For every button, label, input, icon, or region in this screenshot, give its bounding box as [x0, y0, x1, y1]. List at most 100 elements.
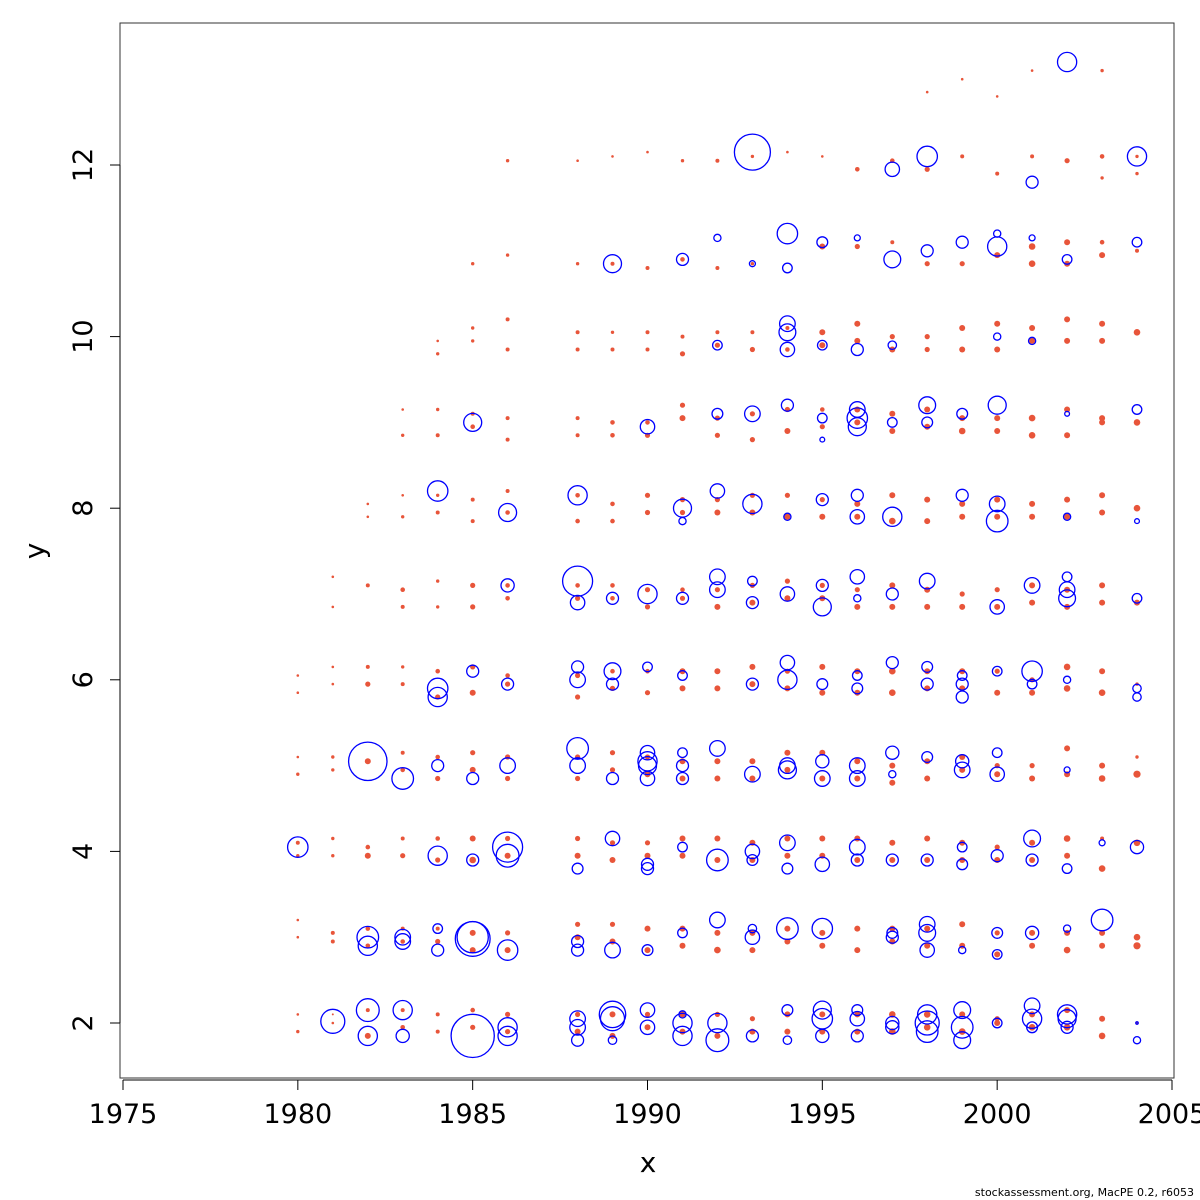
red-bubble-point	[1099, 492, 1106, 499]
blue-circle-point	[957, 945, 967, 955]
red-bubble-point	[854, 925, 861, 932]
blue-circle-point	[709, 483, 726, 499]
red-bubble-point	[574, 852, 581, 859]
red-bubble-point	[994, 1020, 1001, 1026]
blue-circle-point	[955, 677, 969, 691]
red-bubble-point	[1099, 154, 1105, 159]
red-bubble-point	[1030, 69, 1034, 72]
red-bubble-point	[889, 667, 896, 675]
red-bubble-point	[575, 518, 580, 524]
red-bubble-point	[784, 492, 791, 498]
red-bubble-point	[1029, 325, 1036, 331]
blue-circle-point	[955, 690, 969, 704]
red-bubble-point	[994, 951, 1001, 958]
red-bubble-point	[854, 835, 861, 842]
red-bubble-point	[400, 853, 406, 859]
blue-circle-point	[639, 744, 656, 761]
blue-circle-point	[915, 1020, 939, 1044]
blue-circle-point	[987, 395, 1007, 415]
red-bubble-point	[819, 1011, 826, 1018]
red-bubble-point	[854, 419, 861, 426]
red-bubble-point	[575, 433, 580, 438]
blue-circle-point	[569, 757, 587, 775]
blue-circle-point	[921, 750, 934, 764]
red-bubble-point	[854, 500, 861, 507]
red-bubble-point	[785, 326, 790, 330]
red-bubble-point	[331, 575, 335, 579]
blue-circle-point	[637, 583, 658, 605]
red-bubble-point	[330, 930, 335, 935]
blue-circle-point	[1061, 863, 1073, 875]
blue-circle-point	[991, 926, 1004, 939]
red-bubble-point	[714, 775, 721, 782]
red-bubble-point	[576, 159, 579, 162]
red-bubble-point	[436, 605, 440, 609]
red-bubble-point	[400, 836, 405, 841]
red-bubble-point	[819, 513, 826, 520]
red-bubble-point	[1029, 599, 1036, 606]
red-bubble-point	[575, 1011, 581, 1018]
red-bubble-point	[644, 1024, 651, 1031]
blue-circle-point	[394, 933, 412, 950]
blue-circle-point	[1028, 234, 1036, 242]
blue-circle-point	[885, 745, 900, 760]
blue-circle-point	[500, 578, 515, 593]
blue-circle-point	[812, 597, 832, 617]
blue-circle-point	[1062, 924, 1072, 933]
blue-circle-point	[744, 843, 761, 860]
blue-circle-point	[677, 670, 688, 681]
red-bubble-point	[365, 1008, 370, 1013]
red-bubble-point	[644, 604, 651, 610]
red-bubble-point	[994, 844, 1000, 850]
red-bubble-point	[889, 582, 896, 589]
blue-circle-point	[956, 407, 969, 420]
red-bubble-point	[330, 939, 335, 944]
red-bubble-point	[819, 929, 826, 936]
blue-circle-point	[991, 747, 1003, 759]
red-bubble-point	[1135, 248, 1139, 253]
red-bubble-point	[784, 595, 791, 602]
blue-circle-point	[815, 492, 829, 507]
blue-circle-point	[392, 999, 413, 1021]
blue-circle-point	[985, 509, 1009, 533]
red-bubble-point	[436, 579, 440, 583]
x-tick-label: 1985	[438, 1099, 507, 1130]
blue-circle-point	[1129, 839, 1145, 855]
red-bubble-point	[819, 942, 826, 949]
blue-circle-point	[711, 407, 724, 420]
red-bubble-point	[436, 493, 440, 497]
blue-circle-point	[357, 935, 379, 957]
blue-circle-point	[1132, 692, 1142, 702]
red-bubble-point	[469, 766, 476, 773]
red-bubble-point	[994, 603, 1001, 610]
red-bubble-point	[1030, 154, 1035, 159]
red-bubble-point	[889, 603, 896, 610]
blue-circle-point	[1098, 839, 1106, 847]
red-bubble-point	[401, 408, 405, 411]
red-bubble-point	[400, 1025, 406, 1030]
blue-circle-point	[848, 401, 866, 418]
red-bubble-point	[1029, 763, 1035, 769]
blue-circle-point	[954, 754, 970, 769]
red-bubble-point	[646, 150, 649, 154]
red-bubble-point	[820, 407, 825, 412]
blue-circle-point	[849, 568, 866, 585]
blue-circle-point	[708, 911, 726, 929]
blue-circle-point	[853, 594, 862, 603]
red-bubble-point	[714, 432, 721, 438]
blue-circle-point	[1126, 146, 1148, 167]
blue-circle-point	[427, 845, 448, 866]
blue-circle-point	[883, 250, 902, 269]
red-bubble-point	[924, 586, 931, 593]
red-bubble-point	[959, 921, 966, 928]
red-bubble-point	[469, 689, 476, 696]
red-bubble-point	[505, 775, 511, 782]
red-bubble-point	[296, 854, 300, 858]
blue-circle-point	[885, 587, 899, 601]
blue-circle-point	[850, 342, 864, 357]
x-tick-label: 2000	[963, 1099, 1032, 1130]
red-bubble-point	[1100, 176, 1104, 180]
blue-circle-point	[569, 671, 587, 689]
red-bubble-point	[331, 665, 335, 669]
red-bubble-point	[609, 938, 616, 945]
